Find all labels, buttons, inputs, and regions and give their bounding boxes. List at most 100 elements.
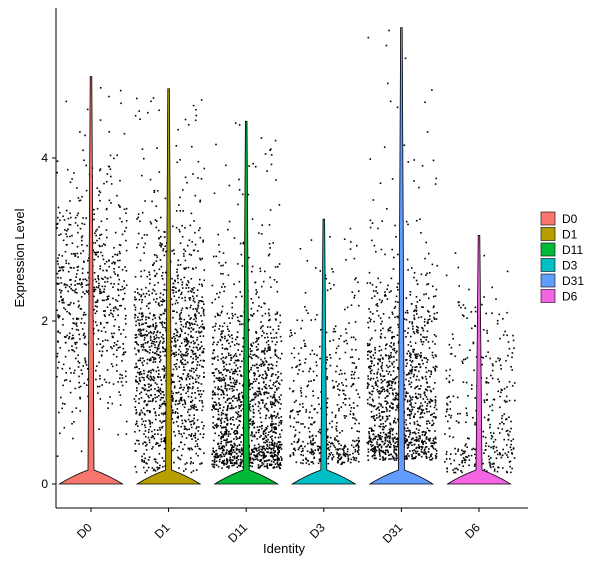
data-point xyxy=(108,199,111,202)
data-point xyxy=(202,335,205,337)
data-point xyxy=(73,172,75,174)
data-point xyxy=(220,442,222,445)
data-point xyxy=(374,446,376,448)
data-point xyxy=(235,432,237,435)
data-point xyxy=(226,348,229,350)
data-point xyxy=(258,466,260,469)
data-point xyxy=(242,427,244,429)
data-point xyxy=(367,448,370,451)
data-point xyxy=(336,430,338,432)
data-point xyxy=(180,454,183,457)
data-point xyxy=(229,433,232,435)
data-point xyxy=(424,434,426,436)
data-point xyxy=(143,252,145,254)
data-point xyxy=(227,407,229,410)
data-point xyxy=(103,291,105,293)
data-point xyxy=(420,340,423,343)
data-point xyxy=(195,358,197,361)
data-point xyxy=(385,354,387,357)
data-point xyxy=(188,448,191,451)
data-point xyxy=(159,292,162,295)
data-point xyxy=(61,266,63,268)
data-point xyxy=(160,393,162,395)
data-point xyxy=(409,417,411,420)
data-point xyxy=(136,218,138,220)
data-point xyxy=(423,440,426,443)
data-point xyxy=(305,411,307,413)
data-point xyxy=(253,378,256,380)
data-point xyxy=(264,370,266,373)
data-point xyxy=(263,465,266,468)
data-point xyxy=(226,409,228,412)
data-point xyxy=(271,406,273,408)
data-point xyxy=(185,287,187,289)
data-point xyxy=(340,406,343,408)
data-point xyxy=(154,412,157,414)
data-point xyxy=(203,452,205,454)
data-point xyxy=(203,376,205,378)
data-point xyxy=(182,210,184,212)
data-point xyxy=(368,403,371,406)
data-point xyxy=(433,305,435,307)
data-point xyxy=(140,329,142,332)
data-point xyxy=(428,272,431,274)
data-point xyxy=(230,385,232,388)
data-point xyxy=(421,416,424,418)
data-point xyxy=(108,381,111,384)
data-point xyxy=(397,253,399,256)
data-point xyxy=(249,353,252,356)
data-point xyxy=(234,122,237,124)
data-point xyxy=(134,306,137,309)
data-point xyxy=(252,162,254,165)
data-point xyxy=(229,322,231,324)
data-point xyxy=(160,383,163,386)
data-point xyxy=(416,283,419,285)
data-point xyxy=(413,443,416,446)
data-point xyxy=(134,276,137,278)
data-point xyxy=(421,447,424,449)
data-point xyxy=(372,290,375,292)
data-point xyxy=(251,432,253,435)
data-point xyxy=(161,324,164,326)
data-point xyxy=(428,422,431,424)
data-point xyxy=(197,330,200,333)
data-point xyxy=(281,352,283,355)
data-point xyxy=(290,352,293,355)
data-point xyxy=(95,369,97,372)
data-point xyxy=(326,289,329,292)
data-point xyxy=(408,429,410,432)
data-point xyxy=(396,375,398,378)
data-point xyxy=(240,461,243,464)
data-point xyxy=(184,338,187,341)
data-point xyxy=(381,390,383,392)
data-point xyxy=(63,283,66,285)
data-point xyxy=(278,263,281,265)
data-point xyxy=(180,278,182,281)
data-point xyxy=(191,392,193,394)
data-point xyxy=(230,450,232,452)
data-point xyxy=(220,385,223,388)
data-point xyxy=(193,422,196,424)
data-point xyxy=(200,341,203,343)
data-point xyxy=(301,402,304,405)
data-point xyxy=(220,417,223,420)
data-point xyxy=(174,337,176,340)
data-point xyxy=(434,365,437,368)
data-point xyxy=(250,344,252,347)
data-point xyxy=(175,354,178,356)
data-point xyxy=(414,353,416,356)
data-point xyxy=(215,368,218,370)
data-point xyxy=(387,390,389,393)
data-point xyxy=(312,462,315,465)
data-point xyxy=(231,462,233,464)
data-point xyxy=(271,441,273,444)
data-point xyxy=(314,318,317,321)
data-point xyxy=(262,325,264,327)
data-point xyxy=(389,327,391,329)
data-point xyxy=(357,453,360,455)
data-point xyxy=(406,362,408,365)
data-point xyxy=(233,464,235,466)
data-point xyxy=(186,341,188,343)
data-point xyxy=(69,224,72,226)
data-point xyxy=(407,332,409,334)
